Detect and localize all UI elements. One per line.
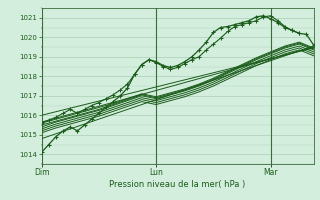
X-axis label: Pression niveau de la mer( hPa ): Pression niveau de la mer( hPa ) (109, 180, 246, 189)
